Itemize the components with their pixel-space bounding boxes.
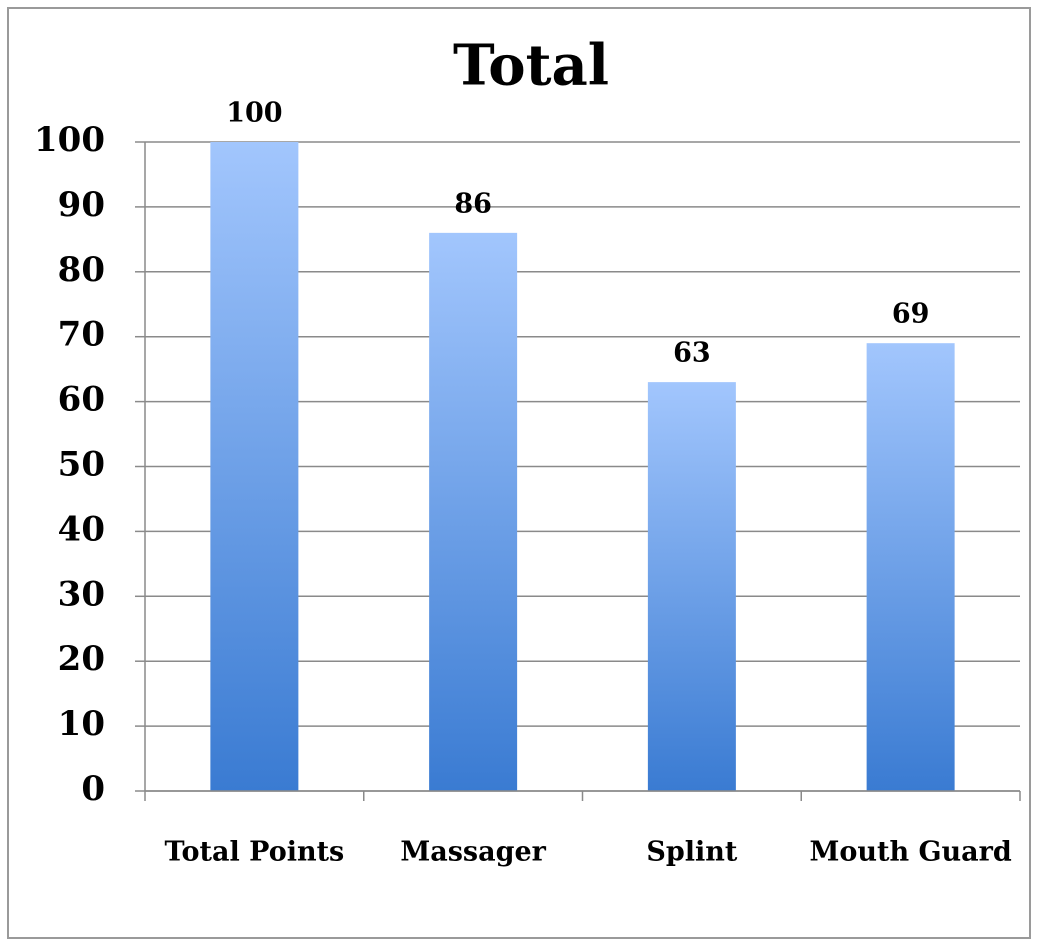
y-tick-label: 20	[58, 639, 105, 679]
x-tick-label: Massager	[400, 837, 546, 868]
bar	[647, 382, 736, 791]
chart-border	[7, 7, 1031, 939]
x-tick-label: Total Points	[164, 837, 344, 868]
y-tick-label: 60	[58, 380, 105, 420]
chart-title: Total	[453, 33, 609, 99]
y-tick-label: 30	[58, 574, 105, 614]
bar	[866, 343, 955, 791]
x-tick-label: Splint	[646, 837, 738, 868]
y-tick-label: 100	[34, 120, 105, 160]
y-tick-label: 90	[58, 185, 105, 225]
data-label: 100	[226, 98, 282, 129]
y-tick-label: 70	[58, 315, 105, 355]
y-tick-label: 40	[58, 509, 105, 549]
y-tick-label: 0	[81, 769, 105, 809]
data-label: 63	[673, 338, 711, 369]
y-tick-label: 80	[58, 250, 105, 290]
bar	[429, 232, 518, 792]
y-tick-label: 10	[58, 704, 105, 744]
data-label: 86	[454, 188, 492, 219]
bar	[210, 142, 299, 791]
y-tick-label: 50	[58, 445, 105, 485]
x-tick-label: Mouth Guard	[809, 837, 1011, 868]
data-label: 69	[892, 299, 930, 330]
